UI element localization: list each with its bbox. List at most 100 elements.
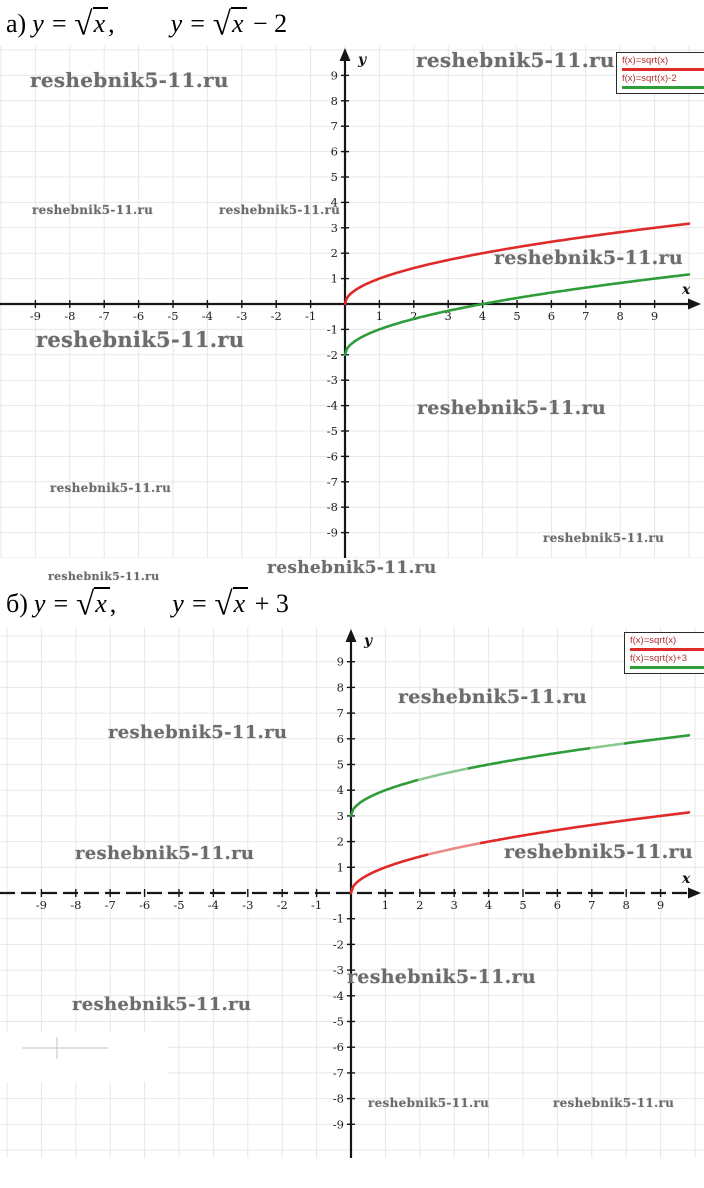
- x-tick-label: -1: [311, 898, 322, 912]
- y-tick-label: 2: [337, 835, 344, 849]
- y-axis-label: y: [357, 52, 367, 68]
- x-axis-label: x: [681, 871, 691, 887]
- plot-a-title: а) y = √x, y = √x − 2: [6, 6, 288, 43]
- plot-b-title: б) y = √x, y = √x + 3: [6, 586, 289, 623]
- legend-entry: f(x)=sqrt(x): [622, 55, 704, 71]
- x-tick-label: 1: [382, 898, 389, 912]
- sqrt-radical-icon: √: [214, 586, 233, 623]
- legend-entry: f(x)=sqrt(x)-2: [622, 73, 704, 89]
- watermark: reshebnik5-11.ru: [347, 966, 536, 988]
- y-tick-label: 8: [337, 680, 344, 694]
- plot-b-legend: f(x)=sqrt(x) f(x)=sqrt(x)+3: [624, 632, 704, 674]
- watermark: reshebnik5-11.ru: [504, 841, 693, 863]
- x-tick-label: 4: [479, 309, 486, 323]
- y-tick-label: -9: [327, 526, 338, 540]
- equation: y = √x,: [32, 6, 115, 43]
- equation: y = √x,: [33, 586, 117, 623]
- y-tick-label: -4: [333, 989, 344, 1003]
- x-tick-label: 6: [548, 309, 555, 323]
- x-tick-label: 8: [617, 309, 624, 323]
- plot-b-canvas: -9 -8 -7 -6 -5 -4 -3 -2 -1 1 2 3 4 5 6 7 8 9 9 8 7 6 5 4 3 2 1 -1 -2…: [0, 627, 704, 1158]
- watermark: reshebnik5-11.ru: [36, 327, 245, 352]
- y-tick-label: -7: [333, 1066, 344, 1080]
- y-tick-label: 4: [331, 195, 338, 209]
- watermark: reshebnik5-11.ru: [543, 531, 665, 545]
- x-tick-label: 5: [519, 898, 526, 912]
- legend-entry-label: f(x)=sqrt(x)+3: [630, 652, 688, 664]
- plot-a-legend: f(x)=sqrt(x) f(x)=sqrt(x)-2: [616, 52, 704, 94]
- y-tick-label: -9: [333, 1117, 344, 1131]
- x-tick-label: 6: [554, 898, 561, 912]
- y-tick-label: -4: [327, 399, 338, 413]
- equation: y = √x − 2: [170, 6, 288, 43]
- legend-series-color-bar: [630, 666, 704, 669]
- legend-series-color-bar: [622, 68, 704, 71]
- x-tick-label: 3: [445, 309, 452, 323]
- sqrt-radical-icon: √: [212, 6, 231, 43]
- curve-f(x)=sqrt(x)+3: [349, 734, 691, 818]
- x-tick-label: 9: [657, 898, 664, 912]
- title-item-label: а): [6, 9, 27, 39]
- x-tick-label: -2: [277, 898, 288, 912]
- x-tick-label: -9: [30, 309, 41, 323]
- legend-entry: f(x)=sqrt(x)+3: [630, 653, 704, 669]
- x-tick-label: 9: [651, 309, 658, 323]
- x-tick-label: -8: [64, 309, 75, 323]
- y-tick-label: 3: [331, 221, 338, 235]
- watermark: reshebnik5-11.ru: [494, 247, 683, 269]
- x-axis-label: x: [681, 282, 691, 298]
- x-tick-label: 2: [410, 309, 417, 323]
- legend-entry-label: f(x)=sqrt(x)-2: [622, 72, 677, 84]
- legend-series-color-bar: [630, 648, 704, 651]
- y-tick-label: 7: [337, 706, 344, 720]
- curve-f(x)=sqrt(x): [349, 811, 691, 895]
- y-tick-label: 7: [331, 119, 338, 133]
- y-tick-label: 6: [337, 732, 344, 746]
- x-tick-label: 5: [513, 309, 520, 323]
- x-tick-label: -5: [167, 309, 178, 323]
- y-tick-label: 3: [337, 809, 344, 823]
- legend-entry: f(x)=sqrt(x): [630, 635, 704, 651]
- y-tick-label: 8: [331, 94, 338, 108]
- y-tick-label: 9: [337, 655, 344, 669]
- y-tick-label: -3: [327, 373, 338, 387]
- legend-series-color-bar: [622, 86, 704, 89]
- x-tick-label: -5: [173, 898, 184, 912]
- x-tick-label: 3: [451, 898, 458, 912]
- y-tick-label: -7: [327, 475, 338, 489]
- x-tick-label: -6: [133, 309, 144, 323]
- x-tick-label: -1: [305, 309, 316, 323]
- watermark: reshebnik5-11.ru: [30, 68, 229, 92]
- y-tick-label: 1: [337, 860, 344, 874]
- x-tick-label: 2: [416, 898, 423, 912]
- x-tick-label: -7: [105, 898, 116, 912]
- x-tick-label: -3: [236, 309, 247, 323]
- x-tick-label: -2: [271, 309, 282, 323]
- x-tick-label: -9: [36, 898, 47, 912]
- equation: y = √x + 3: [172, 586, 289, 623]
- y-tick-label: -3: [333, 963, 344, 977]
- legend-entry-label: f(x)=sqrt(x): [630, 635, 677, 646]
- y-axis-label: y: [363, 633, 373, 649]
- y-tick-label: 1: [331, 272, 338, 286]
- sqrt-radical-icon: √: [75, 586, 95, 623]
- watermark: reshebnik5-11.ru: [72, 994, 252, 1015]
- sqrt-radical-icon: √: [74, 6, 93, 43]
- x-tick-label: -4: [208, 898, 219, 912]
- title-item-label: б): [6, 589, 28, 619]
- x-tick-label: 7: [582, 309, 589, 323]
- watermark: reshebnik5-11.ru: [75, 843, 255, 864]
- y-tick-label: -8: [327, 500, 338, 514]
- x-tick-label: 7: [588, 898, 595, 912]
- watermark: reshebnik5-11.ru: [32, 203, 154, 217]
- y-tick-label: -6: [327, 449, 338, 463]
- y-tick-label: -8: [333, 1092, 344, 1106]
- watermark: reshebnik5-11.ru: [108, 722, 288, 743]
- y-tick-label: 5: [337, 758, 344, 772]
- watermark: reshebnik5-11.ru: [48, 570, 160, 583]
- y-tick-label: -5: [327, 424, 338, 438]
- y-tick-label: -2: [333, 937, 344, 951]
- legend-entry-label: f(x)=sqrt(x): [622, 55, 669, 66]
- y-tick-label: 2: [331, 246, 338, 260]
- watermark: reshebnik5-11.ru: [553, 1096, 675, 1110]
